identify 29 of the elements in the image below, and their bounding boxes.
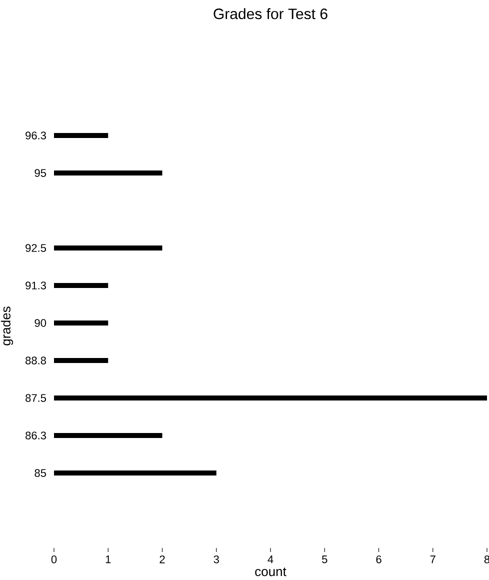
x-tick-label: 4 bbox=[268, 556, 274, 564]
y-tick-label: 87.5 bbox=[26, 394, 46, 402]
y-tick-label: 90 bbox=[34, 319, 46, 327]
bar bbox=[54, 245, 162, 250]
x-tick-label: 7 bbox=[430, 556, 436, 564]
y-tick-label: 92.5 bbox=[26, 244, 46, 252]
y-axis-title: grades bbox=[0, 306, 14, 346]
bar bbox=[54, 396, 487, 400]
bar bbox=[54, 470, 216, 476]
y-tick-label: 96.3 bbox=[26, 132, 46, 140]
chart-title: Grades for Test 6 bbox=[214, 8, 328, 20]
y-tick-label: 86.3 bbox=[26, 432, 46, 440]
y-tick-label: 91.3 bbox=[26, 282, 46, 290]
x-tick-label: 1 bbox=[106, 556, 111, 564]
bar bbox=[54, 170, 162, 176]
y-tick-label: 85 bbox=[34, 469, 46, 477]
x-tick-label: 3 bbox=[214, 556, 219, 564]
bar bbox=[54, 132, 108, 138]
bar bbox=[54, 358, 108, 363]
x-tick-label: 5 bbox=[322, 556, 328, 564]
bar bbox=[54, 433, 162, 438]
x-axis-title: count bbox=[255, 568, 286, 576]
x-tick-label: 6 bbox=[376, 556, 382, 564]
y-tick-label: 88.8 bbox=[26, 356, 46, 364]
bar bbox=[54, 320, 108, 326]
x-tick-label: 0 bbox=[51, 556, 57, 564]
bar bbox=[54, 282, 108, 288]
y-tick-label: 95 bbox=[34, 169, 46, 177]
x-tick-label: 2 bbox=[160, 556, 165, 564]
